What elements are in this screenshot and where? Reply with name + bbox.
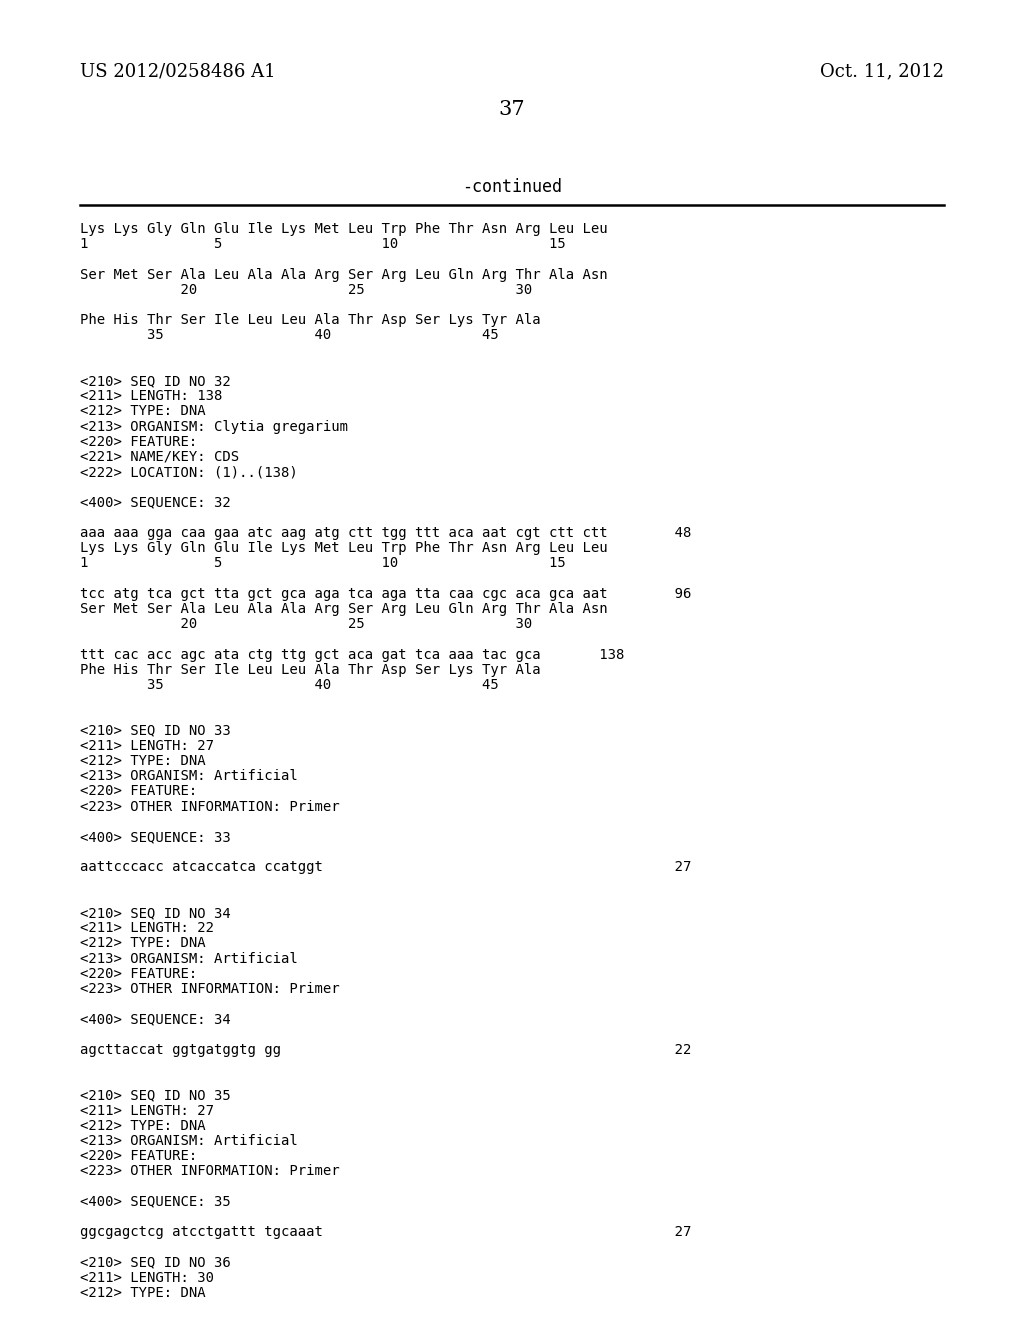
Text: <400> SEQUENCE: 35: <400> SEQUENCE: 35 [80,1195,230,1209]
Text: <220> FEATURE:: <220> FEATURE: [80,1150,198,1163]
Text: ggcgagctcg atcctgattt tgcaaat                                          27: ggcgagctcg atcctgattt tgcaaat 27 [80,1225,691,1239]
Text: aattcccacc atcaccatca ccatggt                                          27: aattcccacc atcaccatca ccatggt 27 [80,861,691,874]
Text: 37: 37 [499,100,525,119]
Text: Ser Met Ser Ala Leu Ala Ala Arg Ser Arg Leu Gln Arg Thr Ala Asn: Ser Met Ser Ala Leu Ala Ala Arg Ser Arg … [80,268,607,281]
Text: <212> TYPE: DNA: <212> TYPE: DNA [80,1286,206,1300]
Text: <212> TYPE: DNA: <212> TYPE: DNA [80,936,206,950]
Text: <220> FEATURE:: <220> FEATURE: [80,434,198,449]
Text: <211> LENGTH: 30: <211> LENGTH: 30 [80,1271,214,1284]
Text: Lys Lys Gly Gln Glu Ile Lys Met Leu Trp Phe Thr Asn Arg Leu Leu: Lys Lys Gly Gln Glu Ile Lys Met Leu Trp … [80,222,607,236]
Text: US 2012/0258486 A1: US 2012/0258486 A1 [80,62,275,81]
Text: 1               5                   10                  15: 1 5 10 15 [80,557,565,570]
Text: ttt cac acc agc ata ctg ttg gct aca gat tca aaa tac gca       138: ttt cac acc agc ata ctg ttg gct aca gat … [80,648,625,661]
Text: -continued: -continued [462,178,562,195]
Text: Oct. 11, 2012: Oct. 11, 2012 [820,62,944,81]
Text: agcttaccat ggtgatggtg gg                                               22: agcttaccat ggtgatggtg gg 22 [80,1043,691,1057]
Text: <223> OTHER INFORMATION: Primer: <223> OTHER INFORMATION: Primer [80,982,340,997]
Text: <210> SEQ ID NO 36: <210> SEQ ID NO 36 [80,1255,230,1270]
Text: <400> SEQUENCE: 34: <400> SEQUENCE: 34 [80,1012,230,1027]
Text: <213> ORGANISM: Artificial: <213> ORGANISM: Artificial [80,770,298,783]
Text: <210> SEQ ID NO 33: <210> SEQ ID NO 33 [80,723,230,738]
Text: <210> SEQ ID NO 34: <210> SEQ ID NO 34 [80,906,230,920]
Text: tcc atg tca gct tta gct gca aga tca aga tta caa cgc aca gca aat        96: tcc atg tca gct tta gct gca aga tca aga … [80,587,691,601]
Text: <211> LENGTH: 27: <211> LENGTH: 27 [80,1104,214,1118]
Text: <223> OTHER INFORMATION: Primer: <223> OTHER INFORMATION: Primer [80,1164,340,1179]
Text: 35                  40                  45: 35 40 45 [80,678,499,692]
Text: Ser Met Ser Ala Leu Ala Ala Arg Ser Arg Leu Gln Arg Thr Ala Asn: Ser Met Ser Ala Leu Ala Ala Arg Ser Arg … [80,602,607,616]
Text: 1               5                   10                  15: 1 5 10 15 [80,238,565,251]
Text: <211> LENGTH: 27: <211> LENGTH: 27 [80,739,214,752]
Text: <220> FEATURE:: <220> FEATURE: [80,966,198,981]
Text: aaa aaa gga caa gaa atc aag atg ctt tgg ttt aca aat cgt ctt ctt        48: aaa aaa gga caa gaa atc aag atg ctt tgg … [80,525,691,540]
Text: Lys Lys Gly Gln Glu Ile Lys Met Leu Trp Phe Thr Asn Arg Leu Leu: Lys Lys Gly Gln Glu Ile Lys Met Leu Trp … [80,541,607,556]
Text: <211> LENGTH: 138: <211> LENGTH: 138 [80,389,222,403]
Text: <221> NAME/KEY: CDS: <221> NAME/KEY: CDS [80,450,240,465]
Text: 20                  25                  30: 20 25 30 [80,618,532,631]
Text: <213> ORGANISM: Artificial: <213> ORGANISM: Artificial [80,952,298,966]
Text: Phe His Thr Ser Ile Leu Leu Ala Thr Asp Ser Lys Tyr Ala: Phe His Thr Ser Ile Leu Leu Ala Thr Asp … [80,663,541,677]
Text: <211> LENGTH: 22: <211> LENGTH: 22 [80,921,214,935]
Text: 20                  25                  30: 20 25 30 [80,282,532,297]
Text: <400> SEQUENCE: 33: <400> SEQUENCE: 33 [80,830,230,843]
Text: <220> FEATURE:: <220> FEATURE: [80,784,198,799]
Text: Phe His Thr Ser Ile Leu Leu Ala Thr Asp Ser Lys Tyr Ala: Phe His Thr Ser Ile Leu Leu Ala Thr Asp … [80,313,541,327]
Text: <210> SEQ ID NO 35: <210> SEQ ID NO 35 [80,1089,230,1102]
Text: <212> TYPE: DNA: <212> TYPE: DNA [80,1119,206,1133]
Text: 35                  40                  45: 35 40 45 [80,329,499,342]
Text: <212> TYPE: DNA: <212> TYPE: DNA [80,404,206,418]
Text: <213> ORGANISM: Artificial: <213> ORGANISM: Artificial [80,1134,298,1148]
Text: <213> ORGANISM: Clytia gregarium: <213> ORGANISM: Clytia gregarium [80,420,348,433]
Text: <222> LOCATION: (1)..(138): <222> LOCATION: (1)..(138) [80,465,298,479]
Text: <223> OTHER INFORMATION: Primer: <223> OTHER INFORMATION: Primer [80,800,340,813]
Text: <210> SEQ ID NO 32: <210> SEQ ID NO 32 [80,374,230,388]
Text: <400> SEQUENCE: 32: <400> SEQUENCE: 32 [80,495,230,510]
Text: <212> TYPE: DNA: <212> TYPE: DNA [80,754,206,768]
